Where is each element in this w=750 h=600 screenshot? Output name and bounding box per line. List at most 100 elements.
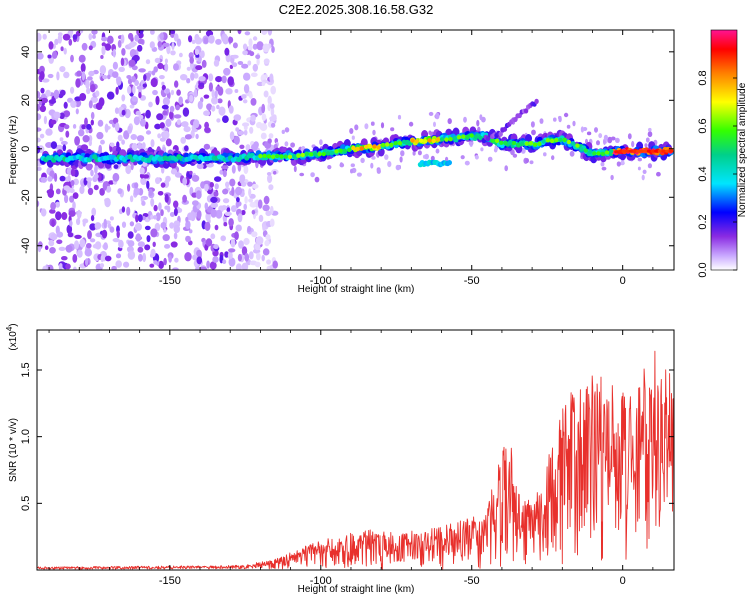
heatmap-cell (101, 42, 107, 47)
heatmap-cell (435, 112, 440, 120)
heatmap-cell (70, 168, 76, 177)
heatmap-cell (181, 121, 189, 128)
heatmap-cell (231, 205, 237, 213)
heatmap-cell (106, 35, 114, 44)
heatmap-cell (601, 166, 607, 171)
heatmap-cell (141, 200, 146, 206)
heatmap-cell (247, 225, 252, 233)
heatmap-cell (214, 176, 222, 182)
heatmap-cell (44, 245, 49, 250)
heatmap-cell (161, 84, 166, 91)
heatmap-cell (173, 63, 179, 71)
heatmap-cell (380, 122, 385, 129)
heatmap-cell (529, 160, 534, 165)
heatmap-cell (149, 41, 155, 49)
heatmap-cell (627, 133, 632, 140)
heatmap-cell (101, 256, 107, 262)
heatmap-cell (431, 138, 436, 144)
heatmap-cell (571, 141, 576, 146)
heatmap-cell (569, 150, 575, 157)
heatmap-cell (131, 143, 138, 151)
heatmap-cell (72, 34, 78, 40)
heatmap-cell (164, 193, 169, 203)
heatmap-cell (321, 151, 326, 157)
heatmap-cell (339, 162, 343, 167)
heatmap-cell (452, 135, 457, 141)
heatmap-cell (262, 153, 267, 158)
snr-frame (36, 329, 675, 571)
heatmap-cell (90, 111, 95, 120)
heatmap-cell (319, 139, 323, 146)
heatmap-cell (380, 142, 386, 148)
heatmap-cell (196, 163, 204, 170)
heatmap-cell (385, 142, 390, 147)
heatmap-cell (539, 118, 544, 124)
heatmap-cell (157, 41, 162, 48)
heatmap-cell (37, 145, 41, 154)
heatmap-cell (145, 109, 151, 119)
x-tick-label: -100 (310, 575, 332, 587)
heatmap-cell (435, 148, 440, 154)
heatmap-cell (195, 190, 202, 200)
heatmap-cell (129, 195, 134, 203)
heatmap-cell (650, 149, 656, 153)
heatmap-cell (117, 188, 123, 195)
spectrogram-frame (36, 29, 675, 271)
heatmap-cell (66, 224, 73, 234)
heatmap-cell (170, 50, 176, 56)
heatmap-cell (245, 144, 251, 151)
heatmap-cell (235, 186, 243, 196)
heatmap-cell (81, 124, 87, 130)
heatmap-cell (50, 233, 58, 241)
heatmap-cell (155, 95, 160, 106)
heatmap-cell (370, 162, 374, 169)
heatmap-cell (334, 149, 339, 154)
heatmap-cell (70, 86, 75, 94)
heatmap-cell (63, 71, 70, 79)
heatmap-cell (648, 127, 652, 132)
heatmap-cell (524, 141, 529, 146)
heatmap-cell (251, 210, 256, 215)
heatmap-cell (247, 60, 252, 66)
heatmap-cell (98, 97, 105, 107)
heatmap-cell (600, 151, 605, 157)
heatmap-cell (261, 103, 266, 114)
heatmap-cell (100, 55, 104, 59)
heatmap-cell (74, 234, 82, 239)
heatmap-cell (158, 260, 165, 269)
heatmap-cell (92, 34, 96, 39)
heatmap-cell (563, 112, 569, 118)
heatmap-cell (523, 108, 529, 114)
heatmap-cell (59, 175, 66, 182)
heatmap-cell (47, 73, 54, 79)
heatmap-cell (270, 107, 275, 117)
heatmap-cell (507, 140, 512, 146)
heatmap-cell (479, 114, 483, 121)
heatmap-cell (252, 43, 258, 50)
heatmap-cell (175, 104, 181, 111)
heatmap-cell (647, 163, 653, 169)
heatmap-cell (111, 71, 119, 78)
heatmap-cell (101, 36, 108, 42)
heatmap-cell (237, 130, 245, 136)
colorbar-frame (710, 29, 738, 271)
heatmap-cell (273, 170, 277, 175)
heatmap-cell (370, 121, 375, 126)
heatmap-cell (395, 164, 401, 171)
x-tick-label: -100 (310, 275, 332, 287)
heatmap-cell (176, 119, 181, 125)
heatmap-cell (97, 172, 102, 182)
heatmap-cell (196, 256, 203, 265)
heatmap-cell (290, 142, 295, 148)
heatmap-cell (327, 165, 332, 170)
heatmap-cell (162, 146, 166, 152)
heatmap-cell (241, 94, 247, 99)
snr-multiplier: (x104) (5, 323, 19, 350)
heatmap-cell (118, 239, 124, 249)
heatmap-cell (169, 105, 175, 113)
heatmap-cell (188, 35, 193, 43)
heatmap-cell (614, 150, 619, 154)
heatmap-cell (448, 137, 453, 142)
heatmap-cell (241, 63, 249, 69)
heatmap-cell (266, 172, 272, 176)
